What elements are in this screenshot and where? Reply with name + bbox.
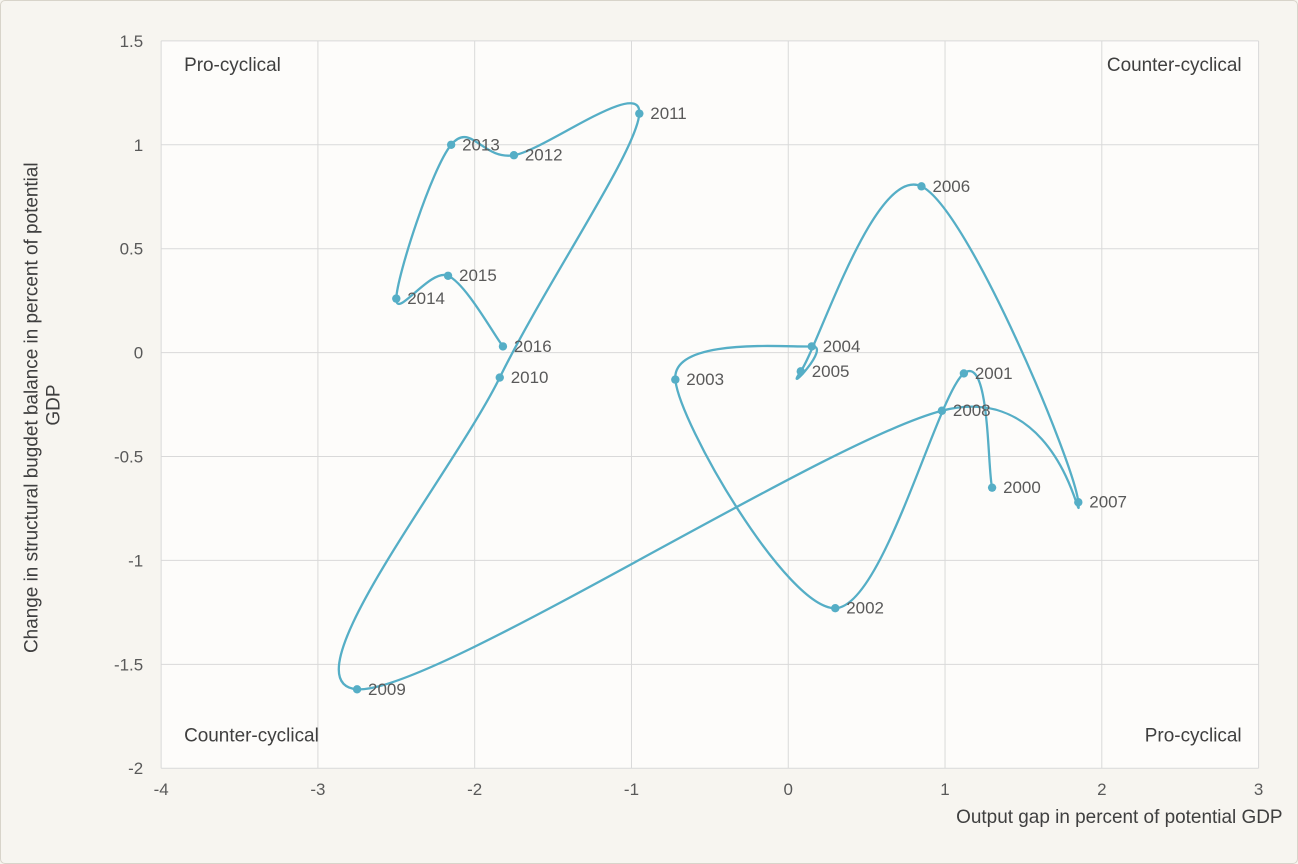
quadrant-label-bottom-right: Pro-cyclical [1145,725,1242,746]
data-point-2010 [495,373,504,382]
y-axis-tick-labels: 1.5 1 0.5 0 -0.5 -1 -1.5 -2 [114,32,143,778]
year-label-2015: 2015 [459,266,497,285]
year-label-2003: 2003 [686,370,724,389]
data-point-2006 [917,182,926,191]
year-label-2004: 2004 [823,337,861,356]
data-point-2016 [498,342,508,351]
y-tick-label: 1 [134,136,143,155]
y-tick-label: 1.5 [120,32,144,51]
x-tick-label: 3 [1254,780,1263,799]
year-label-2002: 2002 [846,599,884,618]
x-axis-title: Output gap in percent of potential GDP [956,807,1282,828]
data-point-2002 [831,604,840,613]
y-tick-label: -0.5 [114,448,143,467]
series-line [337,102,1080,691]
data-point-2004 [807,342,816,351]
x-tick-label: -4 [154,780,169,799]
data-points [352,109,1083,694]
year-label-2008: 2008 [953,401,991,420]
x-tick-label: -1 [624,780,639,799]
year-label-2006: 2006 [932,177,970,196]
year-labels: 2000 2001 2002 2003 2004 2005 2006 2007 2008 2009… [368,104,1127,699]
y-tick-label: -2 [128,759,143,778]
data-point-2015 [443,271,453,280]
data-point-2008 [937,406,947,415]
data-point-2000 [987,483,997,492]
data-point-2007 [1074,498,1083,507]
y-tick-label: 0 [134,344,143,363]
x-tick-label: -2 [467,780,482,799]
year-label-2012: 2012 [525,146,563,165]
y-tick-label: -1 [128,551,143,570]
x-tick-label: 2 [1097,780,1106,799]
year-label-2000: 2000 [1003,478,1041,497]
data-point-2013 [446,140,456,149]
year-label-2016: 2016 [514,337,552,356]
y-tick-label: -1.5 [114,655,143,674]
x-tick-label: 0 [784,780,793,799]
data-point-2003 [671,375,680,384]
y-tick-label: 0.5 [120,240,144,259]
data-point-2005 [796,367,805,376]
quadrant-label-top-right: Counter-cyclical [1107,55,1242,76]
data-point-2001 [959,369,969,378]
quadrant-label-bottom-left: Counter-cyclical [184,725,319,746]
year-label-2011: 2011 [650,104,686,123]
year-label-2014: 2014 [407,289,445,308]
year-label-2001: 2001 [975,364,1013,383]
year-label-2013: 2013 [462,135,500,154]
plot-area [161,40,1259,769]
data-point-2014 [392,294,401,303]
y-axis-title: Change in structural bugdet balance in p… [21,157,64,653]
x-tick-label: -3 [310,780,325,799]
year-label-2007: 2007 [1089,493,1127,512]
year-label-2005: 2005 [812,362,850,381]
data-point-2011 [635,109,644,118]
quadrant-label-top-left: Pro-cyclical [184,55,281,76]
data-point-2012 [509,151,519,160]
year-label-2009: 2009 [368,680,406,699]
data-point-2009 [352,685,362,694]
x-tick-label: 1 [940,780,949,799]
y-axis-title-line1: Change in structural bugdet balance in p… [21,162,42,653]
y-axis-title-line2: GDP [43,385,64,426]
year-label-2010: 2010 [511,368,549,387]
x-axis-tick-labels: -4 -3 -2 -1 0 1 2 3 [154,780,1264,799]
